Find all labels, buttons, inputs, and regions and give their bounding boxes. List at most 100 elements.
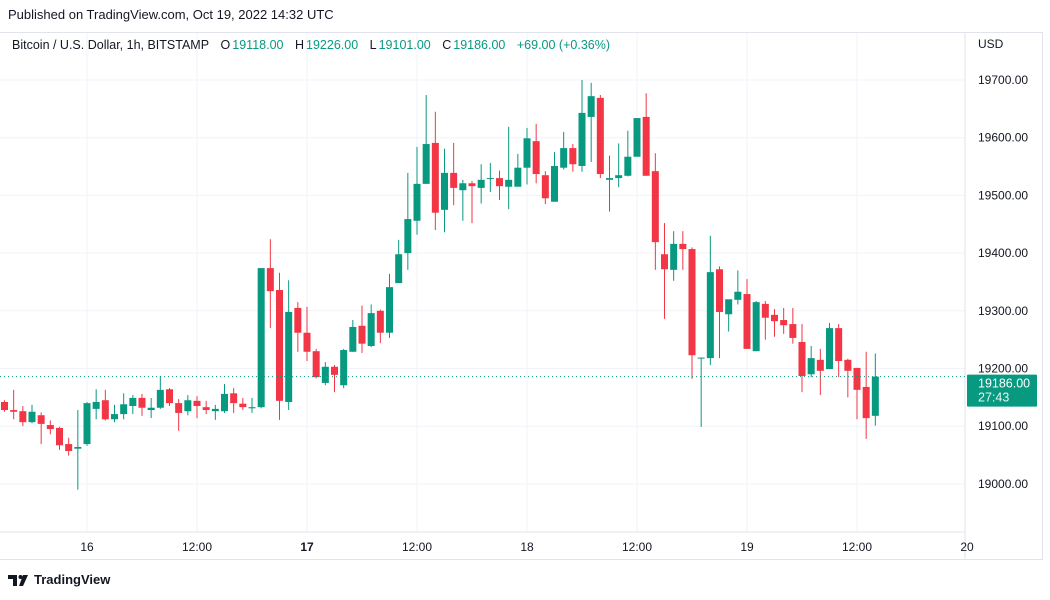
candle-body (587, 96, 595, 117)
candle-up (505, 126, 513, 210)
candle-body (743, 294, 751, 349)
candle-down (780, 307, 788, 334)
candle-body (523, 138, 531, 168)
candle-body (10, 410, 18, 412)
symbol-title[interactable]: Bitcoin / U.S. Dollar, 1h, BITSTAMP (12, 38, 210, 52)
candle-body (816, 359, 824, 371)
candle-body (633, 118, 641, 157)
candle-body (871, 376, 879, 416)
time-tick-label: 16 (80, 540, 94, 554)
candle-down (37, 412, 45, 445)
candle-body (853, 367, 861, 390)
candle-body (331, 366, 339, 375)
candle-body (120, 404, 128, 415)
candle-up (422, 95, 430, 184)
candle-up (74, 410, 82, 490)
candle-up (184, 395, 192, 416)
candle-body (477, 179, 485, 188)
candle-body (257, 268, 265, 408)
candle-down (853, 367, 861, 420)
candle-down (202, 400, 210, 415)
price-tick-label: 19300.00 (978, 304, 1028, 318)
candle-body (129, 397, 137, 407)
candle-up (367, 304, 375, 348)
candle-body (276, 290, 284, 401)
candle-up (386, 273, 394, 338)
candle-up (285, 280, 293, 411)
open-label: O (220, 38, 231, 52)
candle-down (862, 351, 870, 439)
tradingview-logo[interactable]: TradingView (8, 572, 110, 587)
candle-up (670, 231, 678, 281)
candle-body (706, 272, 714, 359)
candle-body (734, 291, 742, 300)
candle-up (221, 384, 229, 413)
candle-body (651, 171, 659, 243)
candle-body (551, 165, 559, 202)
candle-up (514, 153, 522, 187)
candle-body (37, 415, 45, 424)
candle-down (65, 437, 73, 456)
candle-down (166, 388, 174, 407)
candle-body (28, 411, 36, 423)
candle-body (138, 397, 146, 408)
candle-body (376, 310, 384, 333)
candle-body (193, 400, 201, 407)
time-tick-label: 17 (300, 540, 314, 554)
candle-down (230, 388, 238, 413)
candle-down (331, 365, 339, 393)
candle-down (10, 389, 18, 420)
price-tick-label: 19600.00 (978, 131, 1028, 145)
candle-up (111, 404, 119, 423)
price-tick-label: 19500.00 (978, 188, 1028, 202)
candle-up (395, 239, 403, 284)
candle-down (358, 305, 366, 353)
candle-up (257, 268, 265, 409)
candle-down (679, 231, 687, 270)
candle-down (101, 389, 109, 421)
candle-body (450, 172, 458, 188)
candle-body (642, 116, 650, 176)
candle-up (156, 376, 164, 409)
candle-down (450, 142, 458, 206)
candle-body (74, 446, 82, 449)
candle-body (459, 183, 467, 191)
candle-down (569, 144, 577, 172)
currency-label: USD (978, 37, 1004, 51)
candle-down (496, 170, 504, 201)
candle-down (743, 279, 751, 349)
candle-body (807, 358, 815, 375)
candle-body (752, 302, 760, 352)
candle-down (642, 93, 650, 176)
candle-down (303, 306, 311, 361)
candle-body (349, 326, 357, 352)
time-axis: 16 12:00 17 12:00 18 12:00 19 12:00 20 (80, 540, 974, 554)
candle-down (798, 324, 806, 393)
candle-body (441, 172, 449, 210)
candle-up (441, 148, 449, 233)
candle-body (65, 444, 73, 452)
chart-frame (0, 32, 1043, 560)
candle-body (101, 400, 109, 420)
candle-body (596, 97, 604, 175)
candle-body (578, 112, 586, 166)
candle-body (789, 324, 797, 338)
candle-body (211, 408, 219, 412)
candle-body (83, 403, 91, 445)
candle-body (532, 141, 540, 175)
candle-body (111, 414, 119, 420)
candle-body (560, 148, 568, 168)
candle-body (670, 243, 678, 270)
candle-up (477, 164, 485, 204)
candle-body (239, 403, 247, 408)
candle-up (826, 322, 834, 370)
price-tick-label: 19000.00 (978, 477, 1028, 491)
candle-body (468, 183, 476, 187)
candle-down (193, 396, 201, 419)
published-caption: Published on TradingView.com, Oct 19, 20… (8, 7, 334, 22)
candle-body (798, 341, 806, 377)
candle-up (413, 146, 421, 235)
candle-down (771, 309, 779, 337)
low-value: 19101.00 (378, 38, 431, 52)
